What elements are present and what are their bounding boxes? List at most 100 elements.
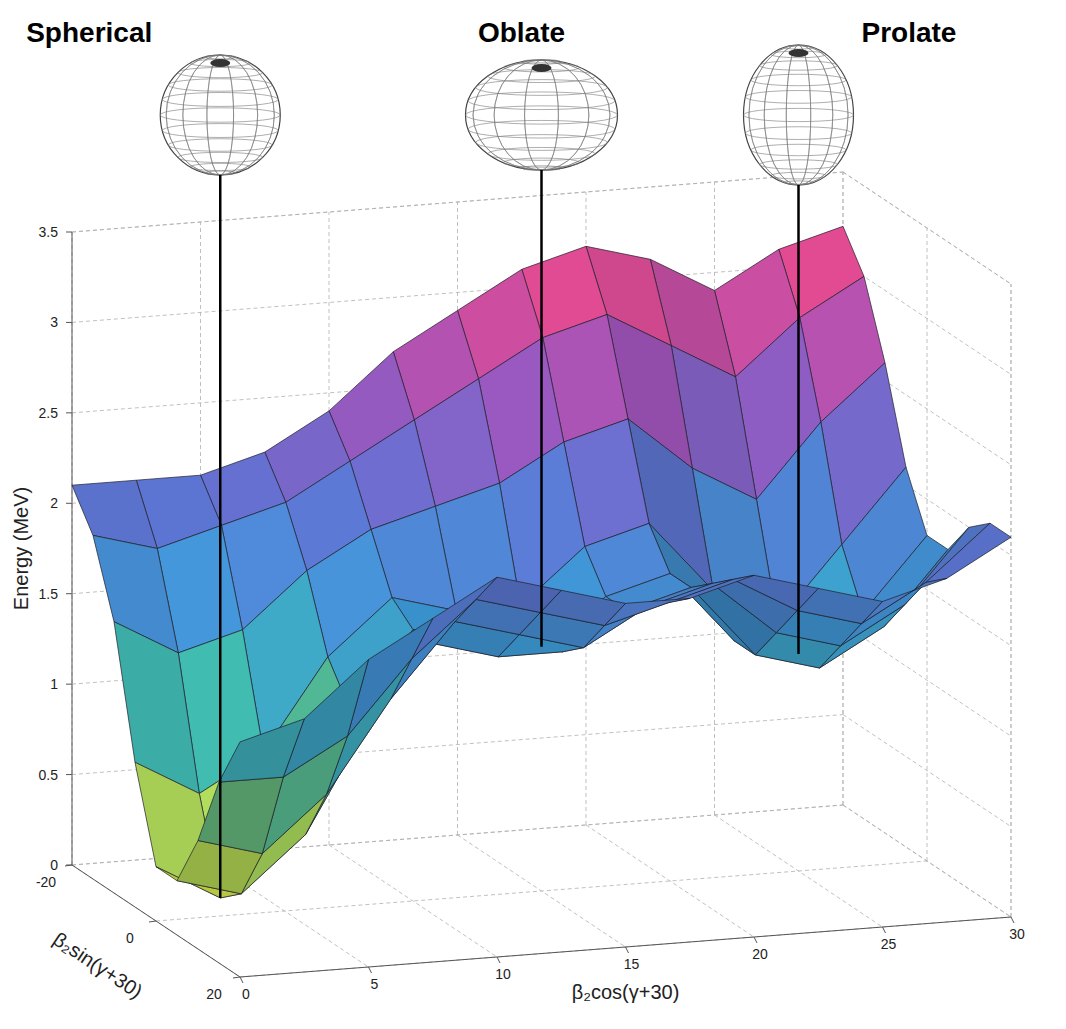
annotation-line xyxy=(219,175,222,898)
frame-edge xyxy=(72,172,843,232)
tick-mark xyxy=(754,937,757,943)
background xyxy=(0,0,1066,1029)
latitude-line xyxy=(745,127,851,140)
grid-line xyxy=(843,624,1011,736)
grid-line xyxy=(72,232,73,865)
tick-mark xyxy=(66,322,72,323)
z-tick-label: 1.5 xyxy=(39,586,59,602)
pole-cap xyxy=(532,64,552,72)
surface-patch xyxy=(733,575,818,610)
shape-icon xyxy=(466,60,618,171)
grid-line xyxy=(843,715,1011,827)
longitude-line xyxy=(207,55,234,175)
tick-mark xyxy=(626,947,629,953)
grid-line xyxy=(586,825,754,937)
ellipsoid xyxy=(466,60,618,170)
latitude-line xyxy=(745,91,851,104)
surface-patch xyxy=(114,622,199,794)
grid-line xyxy=(1011,284,1012,917)
tick-mark xyxy=(66,774,72,775)
surface-patch xyxy=(198,777,283,854)
ellipsoid xyxy=(744,45,854,185)
surface-patch xyxy=(283,660,368,778)
surface-patch xyxy=(926,523,1011,582)
z-tick-label: 3 xyxy=(50,314,58,330)
longitude-line xyxy=(473,60,610,170)
x-tick-label: 5 xyxy=(371,976,379,992)
longitude-line xyxy=(494,60,589,170)
x-axis-title: β₂cos(γ+30) xyxy=(572,981,680,1003)
latitude-line xyxy=(205,55,236,59)
annotation-line xyxy=(797,185,800,654)
longitude-line xyxy=(473,60,610,170)
pole-cap xyxy=(789,49,809,57)
tick-mark xyxy=(65,865,72,866)
tick-mark xyxy=(66,593,72,594)
x-tick-label: 0 xyxy=(242,986,250,1002)
latitude-line xyxy=(160,108,280,122)
x-axis-line xyxy=(240,917,1011,977)
tick-mark xyxy=(369,967,372,973)
tick-mark xyxy=(66,412,72,413)
longitude-line xyxy=(183,55,258,175)
latitude-line xyxy=(162,93,278,107)
tick-mark xyxy=(66,503,72,504)
longitude-line xyxy=(525,60,559,170)
longitude-line xyxy=(166,55,274,175)
z-axis-line xyxy=(72,232,73,865)
frame-edge xyxy=(1011,284,1012,917)
tick-mark xyxy=(497,957,500,963)
z-tick-label: 1 xyxy=(50,676,58,692)
z-tick-label: 0.5 xyxy=(39,767,59,783)
latitude-line xyxy=(162,124,278,138)
latitude-line xyxy=(751,144,846,155)
z-tick-label: 0 xyxy=(50,857,58,873)
longitude-line xyxy=(764,45,833,185)
latitude-line xyxy=(744,108,854,121)
y-axis-title: β₂sin(γ+30) xyxy=(49,928,146,1003)
x-tick-label: 20 xyxy=(752,946,768,962)
pole-cap xyxy=(210,59,230,67)
longitude-line xyxy=(494,60,589,170)
chart: 051015202530-2002000.511.522.533.5β₂cos(… xyxy=(0,0,1066,1029)
annotation-label: Oblate xyxy=(478,17,565,48)
longitude-line xyxy=(749,45,848,185)
latitude-line xyxy=(178,152,263,162)
latitude-line xyxy=(760,61,838,70)
annotation-label: Spherical xyxy=(26,17,152,48)
latitude-line xyxy=(168,139,272,151)
tick-mark xyxy=(149,921,156,922)
x-tick-label: 15 xyxy=(624,956,640,972)
annotation-label: Prolate xyxy=(862,17,957,48)
ellipsoid xyxy=(160,55,280,175)
surface-patch xyxy=(72,480,157,548)
x-tick-label: 30 xyxy=(1009,926,1025,942)
surface-patch xyxy=(412,577,497,658)
grid-line xyxy=(329,845,497,957)
tick-mark xyxy=(66,232,72,233)
surface-patch xyxy=(669,575,754,602)
z-axis-title: Energy (MeV) xyxy=(10,487,32,610)
longitude-line xyxy=(749,45,848,185)
tick-labels: 051015202530-2002000.511.522.533.5β₂cos(… xyxy=(10,224,1025,1003)
grid-line xyxy=(843,805,1011,917)
frame-edge xyxy=(843,172,1011,284)
grid-line xyxy=(843,805,1011,917)
tick-mark xyxy=(883,927,886,933)
y-tick-label: 20 xyxy=(206,986,222,1002)
y-tick-label: -20 xyxy=(36,874,56,890)
tick-mark xyxy=(233,977,240,978)
grid-line xyxy=(240,917,1011,977)
latitude-line xyxy=(760,160,838,169)
z-tick-label: 2 xyxy=(50,495,58,511)
longitude-line xyxy=(525,60,559,170)
tick-mark xyxy=(240,977,243,983)
tick-mark xyxy=(1011,917,1014,923)
x-tick-label: 10 xyxy=(495,966,511,982)
grid-line xyxy=(156,861,927,921)
annotation-line xyxy=(540,170,543,647)
longitude-line xyxy=(786,45,810,185)
axes-frame xyxy=(65,172,1014,983)
grid-line xyxy=(843,172,1011,284)
latitude-line xyxy=(468,120,615,138)
